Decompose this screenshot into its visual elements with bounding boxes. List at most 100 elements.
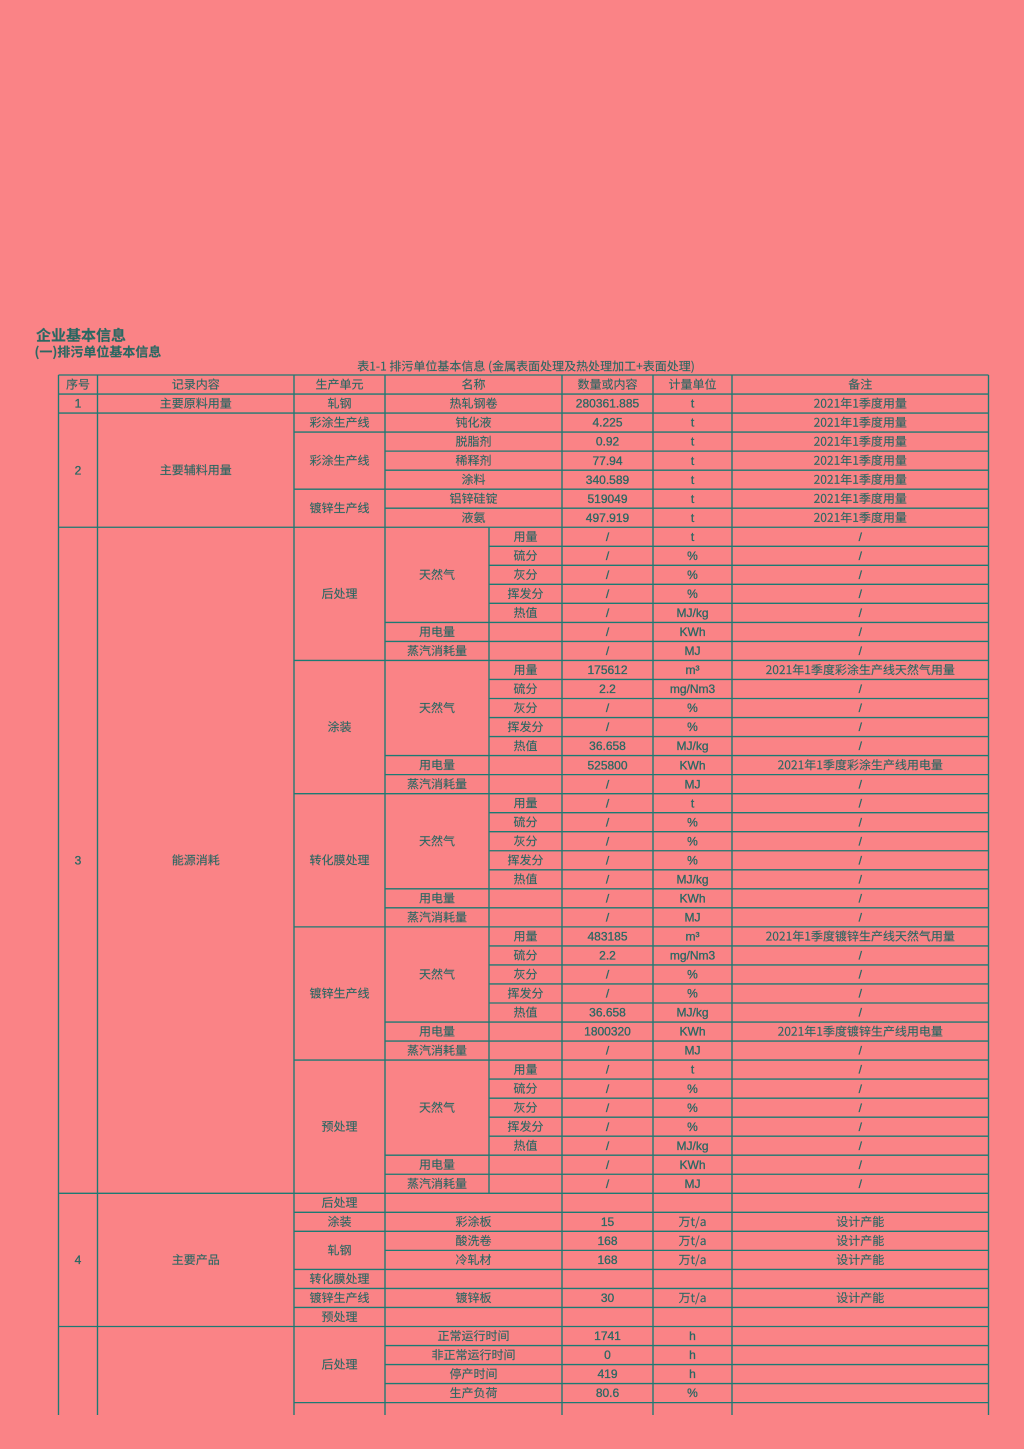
svg-text:MJ: MJ: [685, 1044, 701, 1058]
svg-text:/: /: [859, 1044, 863, 1058]
svg-text:/: /: [606, 625, 610, 639]
svg-text:/: /: [859, 568, 863, 582]
svg-text:/: /: [859, 949, 863, 963]
svg-text:/: /: [859, 1177, 863, 1191]
svg-text:KWh: KWh: [679, 1025, 705, 1039]
svg-text:%: %: [687, 549, 698, 563]
svg-text:/: /: [859, 1063, 863, 1077]
svg-text:/: /: [859, 853, 863, 867]
svg-text:15: 15: [601, 1215, 615, 1229]
svg-text:0.92: 0.92: [596, 435, 620, 449]
svg-text:%: %: [687, 834, 698, 848]
svg-text:/: /: [859, 720, 863, 734]
svg-text:/: /: [606, 872, 610, 886]
svg-text:2.2: 2.2: [599, 949, 616, 963]
svg-text:%: %: [687, 853, 698, 867]
svg-text:/: /: [859, 682, 863, 696]
svg-text:280361.885: 280361.885: [576, 397, 640, 411]
svg-text:h: h: [689, 1329, 696, 1343]
svg-text:/: /: [859, 834, 863, 848]
svg-text:77.94: 77.94: [592, 454, 622, 468]
svg-text:419: 419: [597, 1367, 617, 1381]
svg-text:30: 30: [601, 1291, 615, 1305]
svg-text:/: /: [859, 815, 863, 829]
svg-text:497.919: 497.919: [586, 511, 630, 525]
svg-text:MJ/kg: MJ/kg: [676, 606, 708, 620]
svg-text:3: 3: [75, 853, 82, 867]
svg-text:MJ/kg: MJ/kg: [676, 872, 708, 886]
svg-text:/: /: [606, 701, 610, 715]
svg-text:168: 168: [597, 1234, 617, 1248]
svg-text:/: /: [606, 891, 610, 905]
svg-text:KWh: KWh: [679, 625, 705, 639]
svg-text:36.658: 36.658: [589, 1006, 626, 1020]
svg-text:/: /: [859, 987, 863, 1001]
svg-text:483185: 483185: [587, 930, 627, 944]
svg-text:t: t: [691, 796, 695, 810]
svg-text:%: %: [687, 815, 698, 829]
svg-text:%: %: [687, 701, 698, 715]
svg-text:MJ/kg: MJ/kg: [676, 1006, 708, 1020]
svg-text:/: /: [859, 891, 863, 905]
svg-text:2.2: 2.2: [599, 682, 616, 696]
svg-text:KWh: KWh: [679, 891, 705, 905]
svg-text:/: /: [606, 1063, 610, 1077]
svg-text:/: /: [859, 739, 863, 753]
svg-text:1741: 1741: [594, 1329, 621, 1343]
svg-text:/: /: [606, 720, 610, 734]
svg-text:4.225: 4.225: [592, 416, 622, 430]
svg-text:/: /: [859, 625, 863, 639]
svg-text:/: /: [859, 1120, 863, 1134]
svg-text:80.6: 80.6: [596, 1386, 620, 1400]
svg-text:/: /: [859, 796, 863, 810]
svg-text:/: /: [606, 549, 610, 563]
svg-text:/: /: [859, 1006, 863, 1020]
svg-text:%: %: [687, 1386, 698, 1400]
svg-text:/: /: [859, 701, 863, 715]
svg-text:/: /: [859, 1101, 863, 1115]
svg-text:h: h: [689, 1367, 696, 1381]
svg-text:MJ/kg: MJ/kg: [676, 739, 708, 753]
svg-text:/: /: [606, 1158, 610, 1172]
svg-text:/: /: [606, 853, 610, 867]
svg-text:/: /: [606, 568, 610, 582]
svg-text:519049: 519049: [587, 492, 627, 506]
svg-text:/: /: [606, 1044, 610, 1058]
svg-text:MJ: MJ: [685, 777, 701, 791]
svg-text:t: t: [691, 454, 695, 468]
svg-text:525800: 525800: [587, 758, 627, 772]
svg-text:MJ: MJ: [685, 1177, 701, 1191]
svg-text:t: t: [691, 530, 695, 544]
svg-text:175612: 175612: [587, 663, 627, 677]
svg-text:/: /: [606, 1139, 610, 1153]
svg-text:/: /: [606, 796, 610, 810]
svg-text:/: /: [606, 777, 610, 791]
svg-text:1: 1: [75, 397, 82, 411]
svg-text:%: %: [687, 587, 698, 601]
svg-text:t: t: [691, 511, 695, 525]
svg-text:t: t: [691, 1063, 695, 1077]
svg-text:t: t: [691, 397, 695, 411]
svg-text:/: /: [606, 530, 610, 544]
svg-text:/: /: [859, 1139, 863, 1153]
svg-text:/: /: [859, 587, 863, 601]
svg-text:/: /: [859, 872, 863, 886]
svg-text:/: /: [606, 644, 610, 658]
svg-text:h: h: [689, 1348, 696, 1362]
svg-text:/: /: [859, 1158, 863, 1172]
svg-text:/: /: [859, 644, 863, 658]
svg-text:t: t: [691, 435, 695, 449]
svg-text:168: 168: [597, 1253, 617, 1267]
svg-text:KWh: KWh: [679, 758, 705, 772]
svg-text:/: /: [606, 1120, 610, 1134]
svg-text:36.658: 36.658: [589, 739, 626, 753]
svg-text:/: /: [606, 815, 610, 829]
svg-text:/: /: [606, 1082, 610, 1096]
svg-text:/: /: [859, 606, 863, 620]
svg-text:0: 0: [604, 1348, 611, 1362]
svg-text:%: %: [687, 987, 698, 1001]
svg-text:t: t: [691, 416, 695, 430]
svg-text:/: /: [606, 987, 610, 1001]
svg-text:2: 2: [75, 463, 82, 477]
svg-text:/: /: [859, 968, 863, 982]
